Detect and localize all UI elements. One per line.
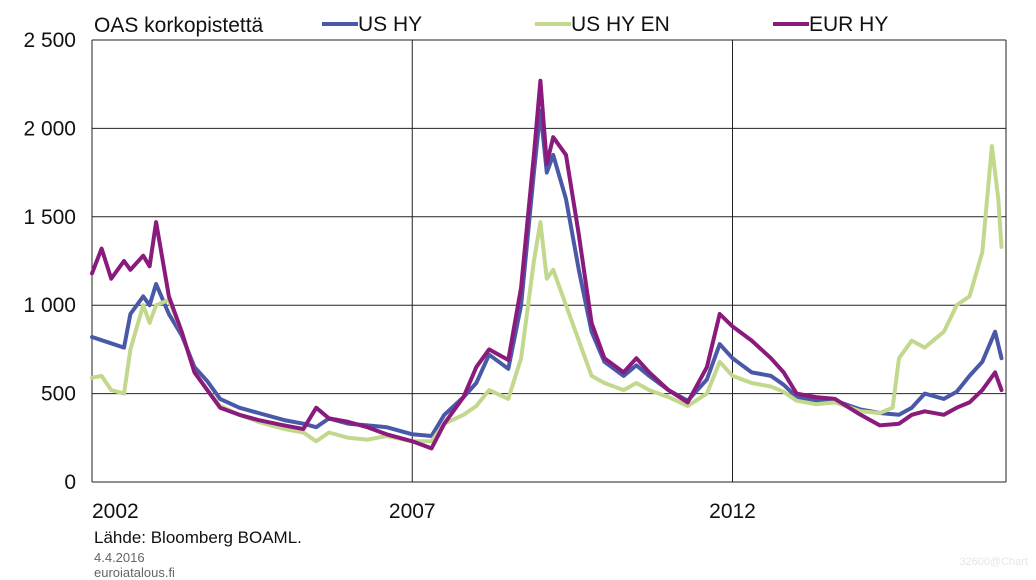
legend-label: EUR HY [809, 13, 888, 36]
site-name: euroiatalous.fi [94, 565, 175, 580]
publish-date: 4.4.2016 [94, 550, 145, 565]
series-line-us-hy-en [90, 144, 1004, 444]
y-tick-label: 2 500 [23, 29, 76, 52]
y-tick-label: 1 000 [23, 294, 76, 317]
x-axis-labels: 2002 2007 2012 [92, 500, 756, 523]
y-tick-label: 2 000 [23, 117, 76, 140]
y-tick-label: 500 [41, 383, 76, 406]
x-tick-label: 2007 [389, 500, 436, 523]
y-tick-label: 1 500 [23, 206, 76, 229]
chart-grid [91, 39, 1007, 483]
chart-title: OAS korkopistettä [94, 14, 264, 37]
chart-legend: US HY US HY EN EUR HY [322, 13, 888, 36]
y-tick-label: 0 [64, 471, 76, 494]
legend-label: US HY EN [571, 13, 670, 36]
series-line-eur-hy [90, 78, 1004, 451]
x-tick-label: 2002 [92, 500, 139, 523]
source-note: Lähde: Bloomberg BOAML. [94, 528, 302, 547]
x-tick-label: 2012 [709, 500, 756, 523]
legend-label: US HY [358, 13, 422, 36]
y-axis-labels: 0 500 1 000 1 500 2 000 2 500 [23, 29, 76, 494]
series-lines [90, 78, 1004, 451]
watermark: 32600@Chart [959, 556, 1028, 568]
